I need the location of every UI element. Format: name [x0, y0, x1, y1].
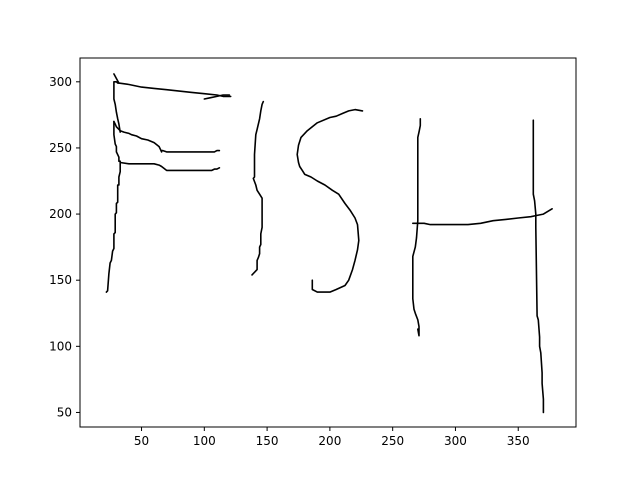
- series-line-1: [105, 120, 121, 293]
- x-tick-label: 150: [256, 434, 279, 448]
- y-axis: 50 100 150 200 250 300: [49, 75, 80, 419]
- x-tick-label: 50: [134, 434, 149, 448]
- series-line-2: [113, 120, 221, 153]
- series-line-8: [296, 108, 364, 293]
- plot-frame: [79, 57, 577, 428]
- series-line-6: [203, 94, 231, 100]
- y-tick-label: 250: [49, 141, 72, 155]
- series-line-5: [113, 73, 232, 98]
- series-line-4: [113, 81, 121, 133]
- x-tick-label: 350: [507, 434, 530, 448]
- series-line-11: [532, 119, 545, 414]
- x-tick-label: 200: [318, 434, 341, 448]
- y-tick-label: 200: [49, 207, 72, 221]
- series-line-9: [411, 118, 422, 337]
- x-tick-label: 250: [381, 434, 404, 448]
- y-tick-label: 300: [49, 75, 72, 89]
- x-tick-label: 100: [193, 434, 216, 448]
- plot-lines: [105, 73, 553, 414]
- y-tick-label: 100: [49, 339, 72, 353]
- y-tick-label: 50: [57, 405, 72, 419]
- x-axis: 50 100 150 200 250 300 350: [134, 427, 530, 448]
- series-line-3: [119, 161, 221, 172]
- y-tick-label: 150: [49, 273, 72, 287]
- x-tick-label: 300: [444, 434, 467, 448]
- series-line-7: [251, 100, 265, 276]
